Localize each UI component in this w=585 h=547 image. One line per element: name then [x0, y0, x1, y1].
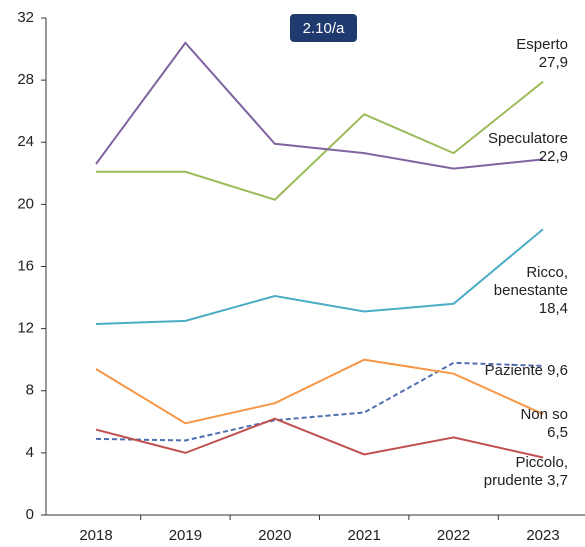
x-tick-label: 2018	[79, 527, 112, 544]
series-label: Non so 6,5	[488, 406, 568, 442]
y-tick-label: 20	[17, 195, 34, 212]
badge: 2.10/a	[303, 20, 345, 37]
series-line	[95, 358, 544, 425]
y-tick-label: 24	[17, 133, 34, 150]
x-tick-label: 2019	[169, 527, 202, 544]
series-line	[96, 80, 544, 201]
y-tick-label: 12	[17, 320, 34, 337]
x-tick-label: 2021	[348, 527, 381, 544]
legend-label: Non so	[520, 406, 568, 423]
series-label: Esperto 27,9	[478, 36, 568, 72]
y-tick-label: 32	[17, 9, 34, 26]
y-tick-label: 28	[17, 71, 34, 88]
data-label: 3,7	[547, 472, 568, 489]
series-label: Piccolo, prudente 3,7	[468, 454, 568, 490]
legend-label: Piccolo, prudente	[483, 454, 568, 489]
series-line	[95, 361, 544, 442]
legend-label: Paziente	[484, 362, 543, 379]
data-label: 27,9	[538, 54, 568, 71]
series-line	[95, 228, 544, 325]
legend-label: Ricco, benestante	[493, 264, 568, 299]
series-line	[95, 417, 544, 459]
series-line	[95, 41, 544, 170]
data-label: 18,4	[538, 300, 568, 317]
y-tick-label: 4	[26, 444, 34, 461]
legend-label: Speculatore	[487, 130, 568, 147]
data-label: 6,5	[547, 424, 568, 441]
x-tick-label: 2023	[526, 527, 559, 544]
series-label: Paziente 9,6	[458, 362, 568, 380]
data-label: 22,9	[538, 148, 568, 165]
series-label: Ricco, benestante 18,4	[486, 264, 568, 318]
y-tick-label: 16	[17, 257, 34, 274]
series-label: Speculatore 22,9	[468, 130, 568, 166]
data-label: 9,6	[547, 362, 568, 379]
legend-label: Esperto	[516, 36, 568, 53]
y-tick-label: 0	[26, 506, 34, 523]
x-tick-label: 2020	[258, 527, 291, 544]
badge-box	[290, 14, 357, 42]
x-tick-label: 2022	[437, 527, 470, 544]
y-tick-label: 8	[26, 382, 34, 399]
